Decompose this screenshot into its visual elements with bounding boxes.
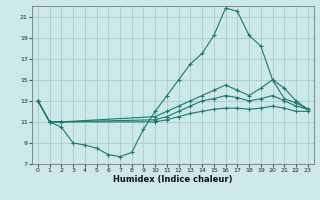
X-axis label: Humidex (Indice chaleur): Humidex (Indice chaleur) [113,175,233,184]
